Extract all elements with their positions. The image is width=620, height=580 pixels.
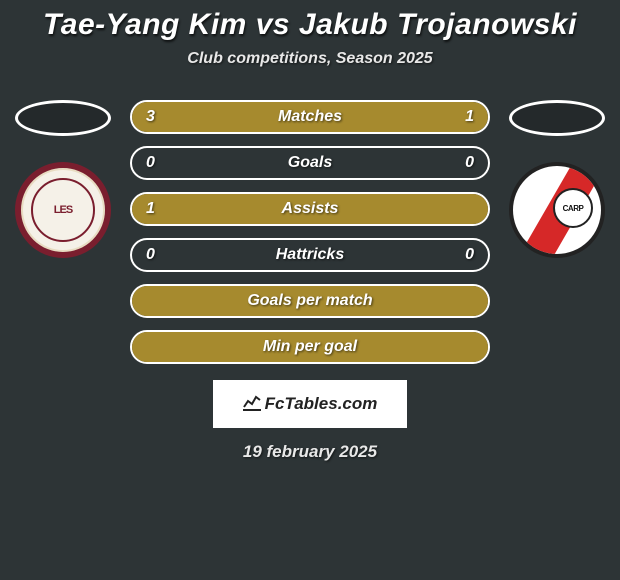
club-crest-right-text: CARP (553, 188, 593, 228)
bar-value-left: 3 (146, 108, 155, 126)
left-side: LES (8, 100, 118, 258)
bar-label: Hattricks (132, 246, 488, 264)
bar-label: Goals per match (132, 292, 488, 310)
comparison-panel: LES Matches31Goals00Assists1Hattricks00G… (0, 100, 620, 364)
stat-bar: Hattricks0 0 (130, 238, 490, 272)
player-silhouette-left (15, 100, 111, 136)
stat-bar: Min per goal (130, 330, 490, 364)
club-crest-left: LES (15, 162, 111, 258)
bar-label: Matches (132, 108, 488, 126)
club-crest-right: CARP (509, 162, 605, 258)
page-subtitle: Club competitions, Season 2025 (0, 50, 620, 68)
stat-bar: Goals0 0 (130, 146, 490, 180)
date-text: 19 february 2025 (0, 442, 620, 462)
chart-icon (243, 393, 261, 416)
bar-value-right: 1 (465, 108, 474, 126)
brand-text: FcTables.com (265, 394, 378, 414)
right-side: CARP (502, 100, 612, 258)
bar-label: Assists (132, 200, 488, 218)
bar-label: Goals (132, 154, 488, 172)
bar-value-left: 0 (146, 154, 155, 172)
bar-value-right: 0 (465, 154, 474, 172)
bar-value-left: 1 (146, 200, 155, 218)
stat-bar: Goals per match (130, 284, 490, 318)
player-silhouette-right (509, 100, 605, 136)
brand-badge: FcTables.com (213, 380, 407, 428)
bar-label: Min per goal (132, 338, 488, 356)
stat-bar: Matches3 1 (130, 100, 490, 134)
club-crest-left-text: LES (31, 178, 95, 242)
bar-value-left: 0 (146, 246, 155, 264)
stat-bars: Matches31Goals00Assists1Hattricks00Goals… (130, 100, 490, 364)
page-title: Tae-Yang Kim vs Jakub Trojanowski (0, 8, 620, 42)
stat-bar: Assists1 (130, 192, 490, 226)
bar-value-right: 0 (465, 246, 474, 264)
